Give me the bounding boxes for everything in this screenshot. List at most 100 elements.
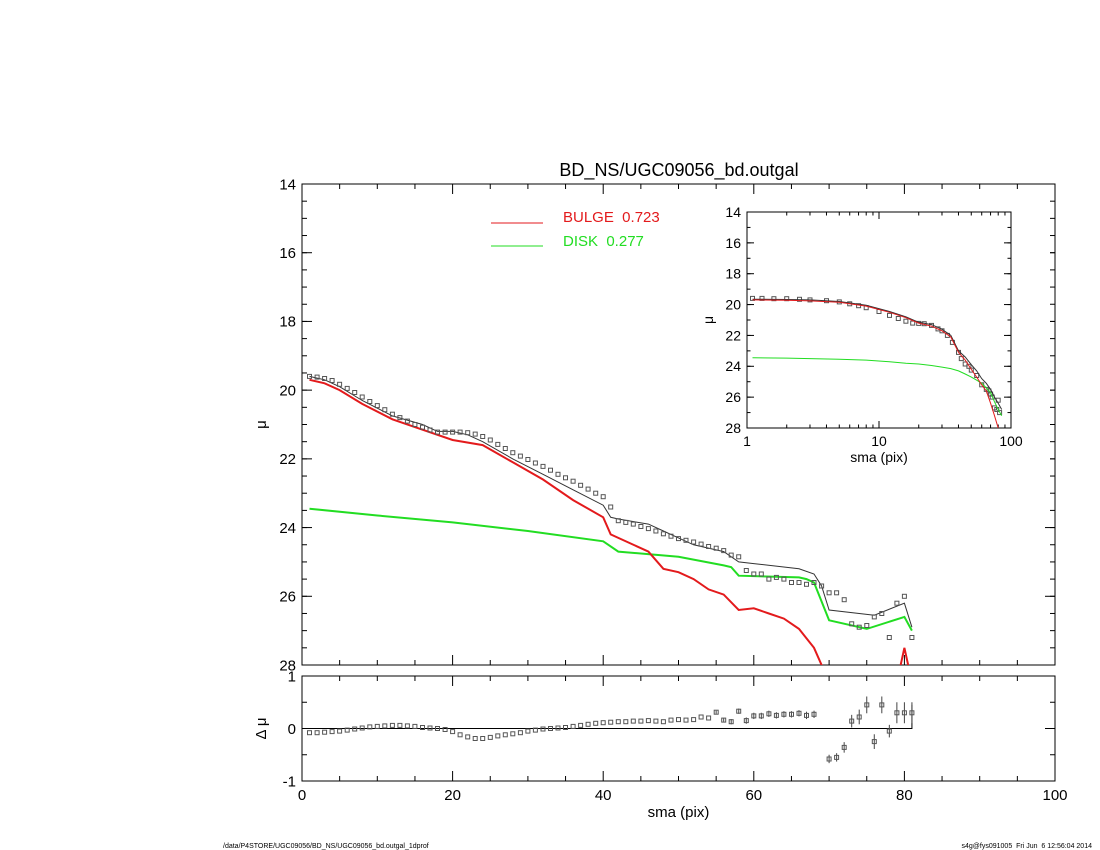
residual-point: [901, 710, 907, 716]
data-point: [901, 593, 907, 599]
residual-point: [849, 718, 855, 724]
data-point: [623, 519, 629, 525]
residual-point: [796, 710, 802, 716]
residual-point: [525, 728, 531, 734]
residual-point: [329, 729, 335, 735]
data-point: [465, 430, 471, 436]
residual-point: [721, 717, 727, 723]
data-point: [487, 437, 493, 443]
data-point: [435, 429, 440, 435]
data-point: [766, 576, 772, 582]
residual-point: [736, 708, 742, 714]
data-point: [894, 600, 900, 606]
y-tick-label: 22: [725, 327, 741, 343]
footer-path: /data/P4STORE/UGC09056/BD_NS/UGC09056_bd…: [223, 843, 429, 850]
data-point: [841, 597, 847, 603]
residual-point: [766, 711, 772, 717]
residual-point: [886, 728, 892, 734]
residual-point: [706, 715, 712, 721]
data-point: [743, 568, 749, 573]
residual-point: [555, 725, 561, 731]
data-point: [578, 482, 584, 488]
y-tick-label: 16: [279, 245, 296, 262]
data-point: [570, 478, 576, 484]
data-point: [517, 453, 523, 459]
y-tick-label: 28: [725, 420, 741, 436]
data-point: [683, 537, 689, 543]
residual-point: [435, 726, 440, 731]
residual-point: [713, 709, 719, 715]
data-point: [834, 590, 840, 596]
inset-data-point: [903, 318, 909, 324]
residual-point: [894, 710, 900, 716]
data-point: [615, 518, 621, 524]
x-tick-label: 0: [298, 787, 306, 804]
data-point: [819, 583, 825, 589]
y-tick-label: 28: [279, 657, 296, 674]
main-panel: 14 16 18 20 22 24 26 28 μ: [253, 176, 1056, 674]
residual-point: [397, 722, 403, 728]
residual-point: [645, 718, 651, 724]
inset-data-point: [887, 312, 892, 318]
data-point: [329, 378, 335, 383]
data-point: [781, 576, 787, 582]
y-tick-label: 26: [725, 389, 741, 405]
legend: BULGE 0.723 DISK 0.277: [491, 209, 660, 250]
data-point: [510, 450, 516, 456]
residual-point: [668, 717, 674, 723]
data-point: [676, 536, 681, 542]
residual-point: [344, 727, 350, 733]
residual-point: [412, 723, 418, 729]
residual-point: [389, 722, 395, 728]
data-point: [397, 415, 403, 421]
residual-point: [698, 714, 704, 720]
x-tick-label: 100: [1042, 787, 1067, 804]
data-point: [638, 524, 644, 529]
inset-data-point: [895, 316, 901, 321]
residual-point: [570, 723, 576, 729]
data-point: [864, 623, 870, 628]
residual-point: [864, 702, 870, 708]
data-point: [796, 580, 802, 585]
data-point: [751, 571, 757, 577]
data-point: [480, 434, 486, 439]
residual-point: [811, 711, 817, 717]
data-point: [420, 424, 425, 430]
residual-point: [728, 719, 734, 725]
residual-point: [517, 730, 523, 736]
data-point: [457, 429, 463, 435]
y-axis-label: μ: [700, 316, 716, 324]
data-point: [600, 494, 606, 500]
inset-panel: 14 16 18 20 22 24 26 281 10 100 sma (pix) μ: [700, 204, 1050, 475]
residual-point: [826, 756, 832, 762]
y-tick-label: 24: [279, 520, 296, 537]
residual-point: [623, 719, 629, 725]
residual-point: [450, 729, 456, 735]
data-point: [307, 373, 312, 379]
data-point: [879, 611, 885, 616]
zero-line: [302, 704, 913, 729]
residual-point: [337, 728, 343, 734]
residual-point: [307, 730, 312, 736]
residual-point: [834, 754, 840, 760]
residual-point: [404, 723, 410, 729]
y-tick-label: 18: [725, 266, 741, 282]
residual-point: [374, 723, 380, 729]
x-axis-label: sma (pix): [648, 804, 710, 821]
residual-point: [563, 725, 568, 730]
residual-point: [480, 736, 486, 741]
data-point: [367, 399, 373, 404]
data-point: [352, 390, 358, 395]
data-point: [382, 407, 388, 413]
data-point: [886, 635, 892, 640]
residual-point: [487, 734, 493, 740]
data-point: [856, 624, 862, 630]
inset-disk-line: [752, 357, 1003, 416]
y-tick-label: -1: [283, 773, 296, 790]
y-tick-label: 24: [725, 358, 741, 374]
residual-point: [322, 729, 328, 735]
data-point: [789, 580, 794, 585]
residual-point: [382, 723, 388, 729]
